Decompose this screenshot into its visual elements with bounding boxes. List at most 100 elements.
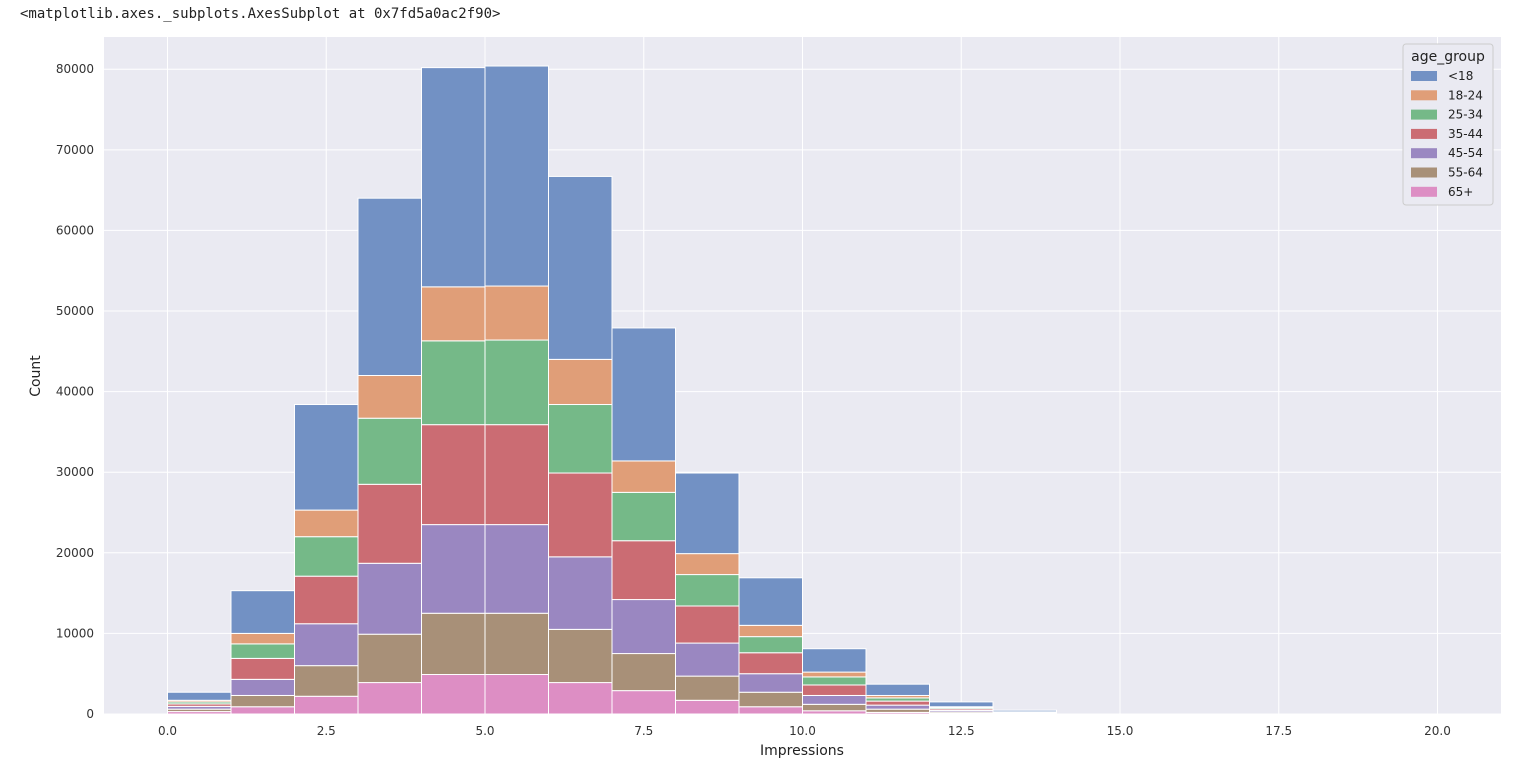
y-tick-label: 60000: [56, 223, 94, 237]
bar-segment: [294, 623, 359, 667]
bar-segment: [548, 175, 613, 360]
bar-segment: [865, 704, 930, 710]
y-tick-label: 50000: [56, 304, 94, 318]
y-tick-label: 30000: [56, 465, 94, 479]
x-tick-label: 2.5: [317, 724, 336, 738]
x-tick-label: 5.0: [475, 724, 494, 738]
bar-segment: [802, 671, 867, 678]
bar-segment: [675, 699, 740, 715]
bar-segment: [548, 556, 613, 630]
legend-items: <18 18-24 25-34 35-44 45-54 55-64 65+: [1411, 69, 1483, 199]
bar-segment: [357, 417, 422, 485]
bar-segment: [357, 562, 422, 635]
legend-swatch: [1411, 148, 1437, 159]
bar-segment: [802, 648, 867, 673]
bar-segment: [484, 612, 549, 676]
bar-segment: [294, 536, 359, 577]
bar-segment: [738, 624, 803, 638]
bar-segment: [738, 706, 803, 715]
bar-segment: [738, 652, 803, 675]
bar-segment: [230, 694, 295, 708]
bar-segment: [421, 340, 486, 426]
bar-segment: [357, 633, 422, 684]
bar-segment: [294, 695, 359, 715]
legend-swatch: [1411, 90, 1437, 101]
legend-entry-label: 65+: [1448, 185, 1473, 199]
bar-segment: [611, 653, 676, 692]
bar-segment: [738, 673, 803, 693]
legend-swatch: [1411, 186, 1437, 197]
bar-segment: [738, 577, 803, 626]
bar-segment: [802, 703, 867, 712]
x-tick-labels: 0.0 2.5 5.0 7.5 10.0 12.5 15.0 17.5 20.0: [158, 724, 1451, 738]
bar-segment: [294, 665, 359, 697]
bar-segment: [230, 643, 295, 659]
bar-segment: [421, 612, 486, 676]
bar-segment: [611, 540, 676, 601]
bar-segment: [675, 675, 740, 701]
bar-segment: [421, 524, 486, 614]
y-tick-label: 0: [86, 707, 94, 721]
legend-entry-label: 25-34: [1448, 108, 1483, 122]
y-tick-labels: 0 10000 20000 30000 40000 50000 60000 70000 8000…: [56, 62, 94, 721]
bar-segment: [230, 590, 295, 634]
y-tick-label: 70000: [56, 143, 94, 157]
bar-segment: [230, 632, 295, 645]
bar-segment: [675, 642, 740, 677]
x-tick-label: 15.0: [1107, 724, 1134, 738]
x-tick-label: 20.0: [1424, 724, 1451, 738]
legend-entry-label: 18-24: [1448, 88, 1483, 102]
bar-segment: [675, 472, 740, 555]
bar-segment: [357, 197, 422, 376]
x-tick-label: 12.5: [948, 724, 975, 738]
y-tick-label: 10000: [56, 626, 94, 640]
bar-segment: [421, 286, 486, 342]
bar-segment: [865, 700, 930, 706]
bar-segment: [484, 524, 549, 614]
bar-segment: [611, 491, 676, 542]
bar-segment: [611, 460, 676, 493]
legend-entry-label: 35-44: [1448, 127, 1483, 141]
bar-segment: [802, 676, 867, 686]
bar-segment: [675, 574, 740, 607]
bar-segment: [738, 636, 803, 654]
legend-box: [1402, 43, 1494, 206]
bar-segment: [611, 599, 676, 655]
bar-segment: [548, 358, 613, 406]
bar-segment: [230, 706, 295, 715]
y-axis-label: Count: [28, 355, 44, 397]
bar-segment: [484, 339, 549, 426]
legend-swatch: [1411, 71, 1437, 81]
bar-segment: [357, 483, 422, 564]
bar-segment: [802, 684, 867, 696]
bar-segment: [929, 701, 994, 708]
bar-segment: [421, 424, 486, 526]
bar-segment: [484, 65, 549, 287]
legend: age_group <18 18-24 25-34 35-44 45-54 55-64 65…: [1402, 43, 1494, 206]
bar-segment: [484, 424, 549, 526]
legend-entry-label: 45-54: [1448, 146, 1483, 160]
y-tick-label: 80000: [56, 62, 94, 76]
bar-segment: [992, 709, 1057, 713]
bar-segment: [611, 690, 676, 715]
x-axis-label: Impressions: [760, 743, 844, 759]
bar-segment: [548, 472, 613, 558]
bar-segment: [865, 683, 930, 696]
bar-segment: [357, 375, 422, 419]
bar-segment: [484, 285, 549, 341]
y-tick-label: 20000: [56, 546, 94, 560]
bar-segment: [294, 575, 359, 625]
bar-segment: [802, 694, 867, 705]
bar-segment: [294, 404, 359, 511]
legend-swatch: [1411, 167, 1437, 178]
x-tick-label: 17.5: [1265, 724, 1292, 738]
bar-segment: [548, 682, 613, 715]
bar-segment: [230, 657, 295, 680]
legend-swatch: [1411, 109, 1437, 120]
histogram-bars: [167, 65, 1057, 715]
x-tick-label: 7.5: [634, 724, 653, 738]
bar-segment: [675, 553, 740, 576]
bar-segment: [294, 509, 359, 538]
x-tick-label: 0.0: [158, 724, 177, 738]
legend-title: age_group: [1411, 49, 1485, 65]
